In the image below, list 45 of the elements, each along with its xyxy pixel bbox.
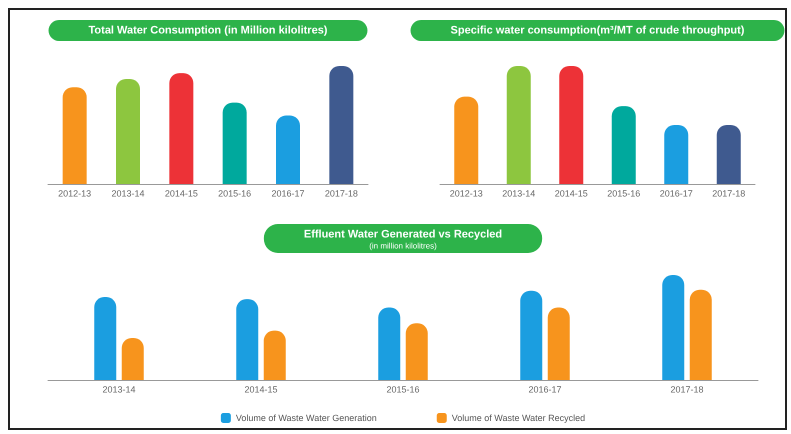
bar xyxy=(548,308,570,380)
x-tick-label: 2014-15 xyxy=(554,188,588,198)
legend-label: Volume of Waste Water Generation xyxy=(236,413,377,423)
bar xyxy=(716,125,741,184)
bar xyxy=(236,299,258,380)
x-tick-label: 2016-17 xyxy=(271,188,305,198)
bar xyxy=(94,297,116,380)
bar xyxy=(690,290,712,380)
bar xyxy=(406,323,428,380)
bar xyxy=(62,87,87,184)
bar xyxy=(222,102,247,184)
x-tick-label: 2012-13 xyxy=(450,188,483,198)
x-tick-label: 2015-16 xyxy=(386,384,420,394)
x-tick-label: 2013-14 xyxy=(102,384,136,394)
x-tick-label: 2012-13 xyxy=(58,188,92,198)
bar xyxy=(612,106,636,184)
x-tick-label: 2016-17 xyxy=(660,188,693,198)
bar xyxy=(662,275,684,380)
x-tick-label: 2014-15 xyxy=(244,384,278,394)
x-tick-label: 2013-14 xyxy=(502,188,536,198)
x-tick-label: 2017-18 xyxy=(712,188,746,198)
x-tick-label: 2015-16 xyxy=(218,188,252,198)
bar xyxy=(664,125,688,184)
bar xyxy=(169,73,194,184)
legend-label: Volume of Waste Water Recycled xyxy=(452,413,586,423)
x-tick-label: 2013-14 xyxy=(111,188,145,198)
x-tick-label: 2016-17 xyxy=(528,384,562,394)
chart-title: Specific water consumption(m³/MT of crude throughput) xyxy=(450,24,745,36)
x-tick-label: 2014-15 xyxy=(164,188,198,198)
x-tick-label: 2015-16 xyxy=(607,188,640,198)
bar xyxy=(329,66,354,184)
bar xyxy=(520,290,542,380)
chart-title: Total Water Consumption (in Million kilolitres) xyxy=(88,24,328,36)
bar xyxy=(264,330,286,380)
bar xyxy=(559,66,584,184)
bar xyxy=(454,96,478,184)
x-tick-label: 2017-18 xyxy=(670,384,704,394)
bar xyxy=(378,308,400,380)
x-tick-label: 2017-18 xyxy=(324,188,358,198)
chart-subtitle: (in million kilolitres) xyxy=(369,242,438,250)
bar xyxy=(116,78,140,184)
chart-title: Effluent Water Generated vs Recycled xyxy=(304,228,502,240)
bar xyxy=(276,116,300,184)
bar xyxy=(506,66,531,184)
bar xyxy=(122,338,144,380)
